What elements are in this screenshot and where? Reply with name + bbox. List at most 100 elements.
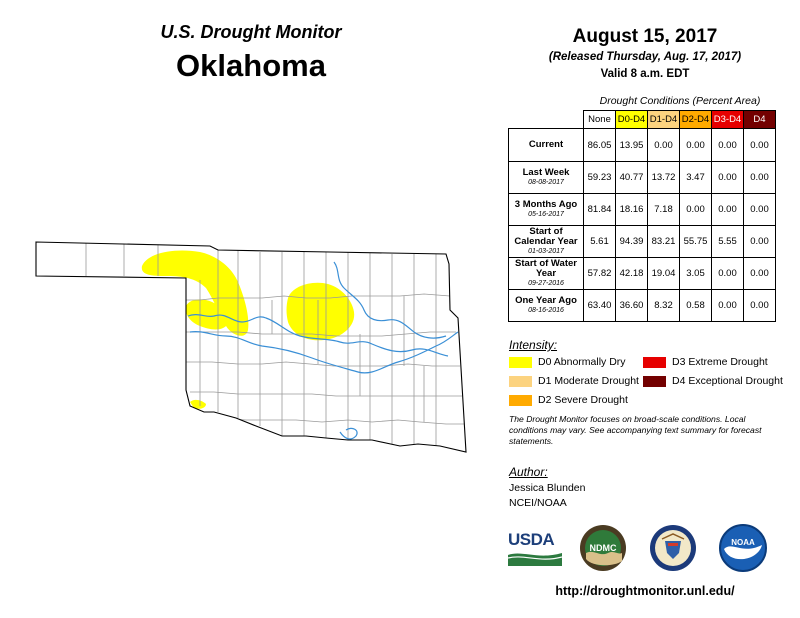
table-cell: 0.00 — [711, 128, 744, 162]
table-cell: 18.16 — [615, 193, 648, 226]
col-header-d4: D4 — [743, 110, 776, 129]
rivers — [187, 261, 459, 440]
row-label-text: Start of Water Year — [515, 257, 577, 279]
table-cell: 42.18 — [615, 257, 648, 290]
row-label: One Year Ago 08-16-2016 — [508, 289, 584, 322]
author-name: Jessica Blunden — [509, 482, 586, 494]
legend-label-d1: D1 Moderate Drought — [538, 375, 639, 387]
row-label: Start of Calendar Year 01-03-2017 — [508, 225, 584, 258]
table-cell: 8.32 — [647, 289, 680, 322]
table-cell: 0.00 — [711, 161, 744, 194]
table-header-row: None D0-D4 D1-D4 D2-D4 D3-D4 D4 — [509, 110, 776, 129]
arkansas-river — [333, 261, 447, 339]
legend-swatch-d1 — [509, 375, 532, 387]
ndmc-logo: NDMC — [580, 525, 626, 571]
row-date: 01-03-2017 — [528, 247, 564, 255]
row-date: 05-16-2017 — [528, 210, 564, 218]
row-label: Last Week 08-08-2017 — [508, 161, 584, 194]
table-cell: 3.47 — [679, 161, 712, 194]
legend-swatch-d2 — [509, 394, 532, 406]
released-date: (Released Thursday, Aug. 17, 2017) — [548, 51, 742, 63]
table-row: 3 Months Ago 05-16-2017 81.84 18.16 7.18 0.00… — [508, 193, 776, 226]
table-cell: 0.58 — [679, 289, 712, 322]
legend-item-d4: D4 Exceptional Drought — [643, 375, 783, 387]
ndmc-logo-text: NDMC — [590, 543, 617, 553]
table-row: One Year Ago 08-16-2016 63.40 36.60 8.32 0.58… — [508, 289, 776, 322]
table-row: Last Week 08-08-2017 59.23 40.77 13.72 3.47 0.… — [508, 161, 776, 194]
table-cell: 81.84 — [583, 193, 616, 226]
col-header-d1-d4: D1-D4 — [647, 110, 680, 129]
drought-conditions-table: None D0-D4 D1-D4 D2-D4 D3-D4 D4 Current 8… — [508, 110, 776, 322]
monitor-title: U.S. Drought Monitor — [160, 22, 342, 42]
oklahoma-outline — [35, 241, 467, 453]
drought-area-southwest — [190, 399, 206, 409]
col-header-none: None — [583, 110, 616, 129]
table-body: Current 86.05 13.95 0.00 0.00 0.00 0.00 Last We… — [508, 128, 776, 322]
row-date: 08-16-2016 — [528, 306, 564, 314]
table-row: Start of Calendar Year 01-03-2017 5.61 94.3… — [508, 225, 776, 258]
author-heading: Author: — [509, 465, 548, 479]
legend-item-d3: D3 Extreme Drought — [643, 356, 768, 368]
table-cell: 3.05 — [679, 257, 712, 290]
table-cell: 55.75 — [679, 225, 712, 258]
legend-swatch-d0 — [509, 356, 532, 368]
row-label: 3 Months Ago 05-16-2017 — [508, 193, 584, 226]
table-row: Start of Water Year 09-27-2016 57.82 42.18 1… — [508, 257, 776, 290]
valid-time: Valid 8 a.m. EDT — [600, 68, 690, 80]
table-cell: 7.18 — [647, 193, 680, 226]
table-cell: 86.05 — [583, 128, 616, 162]
red-river-south — [339, 427, 358, 440]
disclaimer-text: The Drought Monitor focuses on broad-sca… — [509, 414, 762, 446]
row-label: Current — [508, 128, 584, 162]
row-date: 08-08-2017 — [528, 178, 564, 186]
county-lines — [85, 242, 464, 446]
state-title: Oklahoma — [176, 48, 326, 83]
legend-item-d0: D0 Abnormally Dry — [509, 356, 626, 368]
table-cell: 94.39 — [615, 225, 648, 258]
table-cell: 0.00 — [679, 128, 712, 162]
row-label-text: Start of Calendar Year — [514, 225, 578, 247]
table-cell: 0.00 — [743, 128, 776, 162]
table-cell: 0.00 — [743, 225, 776, 258]
table-cell: 0.00 — [743, 257, 776, 290]
legend-swatch-d3 — [643, 356, 666, 368]
usda-logo: USDA — [507, 530, 563, 568]
table-cell: 0.00 — [743, 289, 776, 322]
table-cell: 40.77 — [615, 161, 648, 194]
table-cell: 0.00 — [647, 128, 680, 162]
row-date: 09-27-2016 — [528, 279, 564, 287]
table-row: Current 86.05 13.95 0.00 0.00 0.00 0.00 — [508, 128, 776, 162]
table-cell: 36.60 — [615, 289, 648, 322]
table-cell: 57.82 — [583, 257, 616, 290]
table-cell: 0.00 — [743, 161, 776, 194]
map-date: August 15, 2017 — [572, 26, 718, 47]
col-header-d3-d4: D3-D4 — [711, 110, 744, 129]
noaa-logo: NOAA — [719, 524, 767, 572]
usda-logo-text: USDA — [508, 530, 555, 549]
col-header-d0-d4: D0-D4 — [615, 110, 648, 129]
author-organization: NCEI/NOAA — [509, 497, 567, 509]
row-label-text: Current — [528, 139, 564, 150]
table-corner — [509, 111, 584, 129]
noaa-logo-text: NOAA — [731, 538, 755, 547]
legend-label-d3: D3 Extreme Drought — [672, 356, 768, 368]
commerce-dept-logo — [650, 525, 696, 571]
table-cell: 5.61 — [583, 225, 616, 258]
table-cell: 5.55 — [711, 225, 744, 258]
legend-title: Intensity: — [509, 338, 558, 352]
row-label-text: 3 Months Ago — [514, 198, 578, 210]
drought-monitor-url[interactable]: http://droughtmonitor.unl.edu/ — [555, 584, 735, 598]
drought-d0-areas — [141, 250, 355, 409]
table-title: Drought Conditions (Percent Area) — [599, 95, 761, 107]
table-cell: 63.40 — [583, 289, 616, 322]
usda-wave-icon — [507, 553, 563, 566]
table-cell: 13.95 — [615, 128, 648, 162]
canadian-river — [189, 330, 459, 374]
table-cell: 0.00 — [679, 193, 712, 226]
table-cell: 0.00 — [711, 257, 744, 290]
north-canadian-river — [187, 313, 449, 357]
row-label-text: One Year Ago — [515, 294, 577, 306]
legend-item-d1: D1 Moderate Drought — [509, 375, 639, 387]
legend-label-d4: D4 Exceptional Drought — [672, 375, 783, 387]
legend-swatch-d4 — [643, 375, 666, 387]
